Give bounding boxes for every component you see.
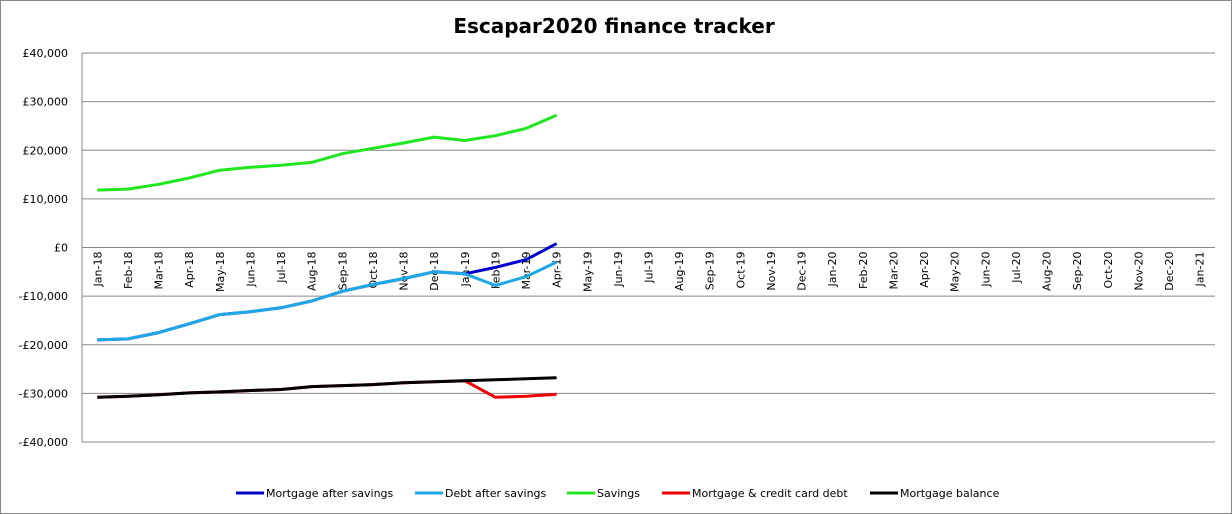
x-tick-label: Jun-20	[979, 252, 992, 288]
x-tick-label: Sep-19	[704, 252, 717, 291]
y-tick-label: £20,000	[23, 144, 69, 157]
x-tick-label: Nov-19	[765, 252, 778, 291]
x-tick-label: Nov-20	[1132, 252, 1145, 291]
series-line	[97, 113, 558, 192]
x-tick-label: Apr-19	[551, 252, 564, 288]
x-tick-label: Nov-18	[398, 252, 411, 291]
x-tick-label: Oct-19	[734, 252, 747, 289]
x-tick-label: Jun-18	[244, 252, 257, 288]
x-tick-label: Jun-19	[612, 252, 625, 288]
x-tick-label: Aug-18	[306, 252, 319, 291]
x-tick-label: Apr-20	[918, 252, 931, 288]
chart-title: Escapar2020 finance tracker	[453, 14, 775, 38]
y-tick-label: -£10,000	[19, 290, 68, 303]
x-tick-label: Feb-18	[122, 252, 135, 289]
x-tick-label: Mar-18	[153, 252, 166, 290]
series-line	[97, 376, 557, 399]
y-tick-label: £40,000	[23, 47, 69, 60]
y-tick-label: £30,000	[23, 96, 69, 109]
legend-label: Savings	[597, 487, 640, 500]
y-tick-label: £10,000	[23, 193, 69, 206]
x-tick-label: Jan-19	[459, 252, 472, 288]
legend-label: Mortgage balance	[900, 487, 1000, 500]
x-tick-label: Sep-20	[1071, 252, 1084, 291]
x-tick-label: Jul-20	[1010, 252, 1023, 284]
x-tick-label: Feb-20	[857, 252, 870, 289]
y-tick-label: £0	[54, 242, 68, 255]
legend-label: Mortgage & credit card debt	[692, 487, 848, 500]
legend-label: Debt after savings	[445, 487, 547, 500]
x-tick-label: Jul-18	[275, 252, 288, 284]
legend-label: Mortgage after savings	[266, 487, 394, 500]
x-tick-label: Dec-20	[1163, 252, 1176, 291]
x-tick-label: Sep-18	[336, 252, 349, 291]
x-tick-label: Oct-20	[1102, 252, 1115, 289]
x-tick-label: May-20	[949, 252, 962, 293]
x-tick-label: Jan-20	[826, 252, 839, 288]
series-line	[97, 260, 558, 342]
x-tick-label: Dec-19	[796, 252, 809, 291]
x-tick-label: Aug-19	[673, 252, 686, 291]
x-tick-label: Jul-19	[643, 252, 656, 284]
x-tick-label: May-19	[581, 252, 594, 293]
x-tick-label: Aug-20	[1041, 252, 1054, 291]
y-tick-label: -£40,000	[19, 436, 68, 449]
x-tick-label: Feb-19	[489, 252, 502, 289]
x-tick-label: Apr-18	[183, 252, 196, 288]
y-tick-label: -£30,000	[19, 387, 68, 400]
x-tick-label: Mar-20	[887, 252, 900, 290]
y-tick-label: -£20,000	[19, 339, 68, 352]
x-tick-label: Oct-18	[367, 252, 380, 289]
x-tick-label: Jan-21	[1194, 252, 1207, 288]
x-tick-label: May-18	[214, 252, 227, 293]
x-tick-label: Jan-18	[91, 252, 104, 288]
